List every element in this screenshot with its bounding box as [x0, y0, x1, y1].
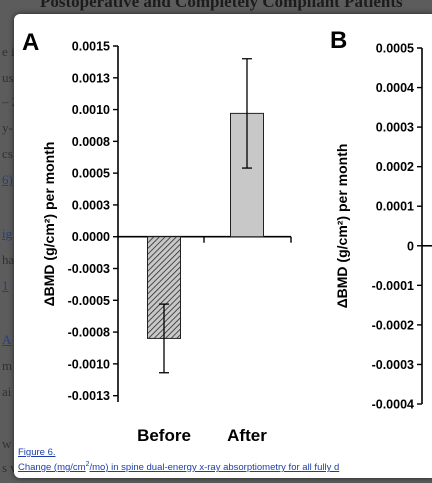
y-tick-label: -0.0001 — [372, 279, 414, 293]
background-text: s v — [2, 460, 17, 475]
x-category-label: After — [227, 426, 267, 445]
y-tick-label: 0 — [407, 239, 414, 253]
y-tick-label: 0.0005 — [72, 167, 110, 181]
panel-label-a: A — [22, 29, 39, 56]
panel-a: A 0.0015 0.0013 0.0010 0.0008 0.0005 0.0003 0.0… — [22, 29, 292, 445]
y-tick-label: 0.0003 — [376, 121, 414, 135]
background-link[interactable]: ig — [2, 226, 13, 241]
y-tick-label: -0.0002 — [372, 318, 414, 332]
figure-caption-label: Figure 6. — [18, 447, 56, 458]
y-tick-label: -0.0013 — [68, 389, 110, 403]
background-text: y- — [2, 120, 13, 135]
background-text: ai — [2, 384, 12, 399]
y-tick-label: 0.0008 — [72, 135, 110, 149]
background-text: m — [2, 358, 13, 373]
panel-label-b: B — [330, 27, 347, 54]
y-tick-label: 0.0015 — [72, 40, 110, 54]
panel-b: B 0.0005 0.0004 0.0003 0.0002 0.0001 0 -0.0001 -… — [330, 27, 432, 412]
y-tick-label: -0.0003 — [372, 358, 414, 372]
y-tick-label: 0.0010 — [72, 103, 110, 117]
background-link[interactable]: A — [2, 332, 12, 347]
figure-caption[interactable]: Figure 6. Change (mg/cm2/mo) in spine du… — [18, 447, 432, 475]
background-text: ha — [2, 252, 15, 267]
y-tick-label: -0.0003 — [68, 262, 110, 276]
x-category-label: Before — [137, 426, 191, 445]
figure-viewer-modal: A 0.0015 0.0013 0.0010 0.0008 0.0005 0.0003 0.0… — [14, 14, 432, 478]
background-text: e i — [2, 44, 15, 59]
y-tick-label: 0.0000 — [72, 230, 110, 244]
y-tick-label: 0.0004 — [376, 81, 414, 95]
y-tick-label: 0.0002 — [376, 160, 414, 174]
y-axis-title: ΔBMD (g/cm²) per month — [334, 144, 350, 309]
background-text: us — [2, 70, 14, 85]
background-heading: Postoperative and Completely Compliant P… — [40, 0, 403, 11]
y-tick-label: -0.0004 — [372, 398, 414, 412]
y-tick-label: -0.0005 — [68, 294, 110, 308]
y-tick-label: -0.0010 — [68, 357, 110, 371]
figure-caption-text: Change (mg/cm2/mo) in spine dual-energy … — [18, 461, 340, 474]
y-tick-label: 0.0001 — [376, 200, 414, 214]
y-tick-label: -0.0008 — [68, 326, 110, 340]
background-link[interactable]: 1 — [2, 278, 9, 293]
y-axis-title: ΔBMD (g/cm²) per month — [41, 142, 57, 307]
figure-6-chart: A 0.0015 0.0013 0.0010 0.0008 0.0005 0.0003 0.0… — [22, 27, 432, 445]
y-tick-label: 0.0005 — [376, 42, 414, 56]
y-tick-label: 0.0003 — [72, 198, 110, 212]
y-tick-label: 0.0013 — [72, 71, 110, 85]
background-text: w — [2, 436, 12, 451]
background-text: cs — [2, 146, 13, 161]
background-link[interactable]: 6) — [2, 172, 13, 187]
